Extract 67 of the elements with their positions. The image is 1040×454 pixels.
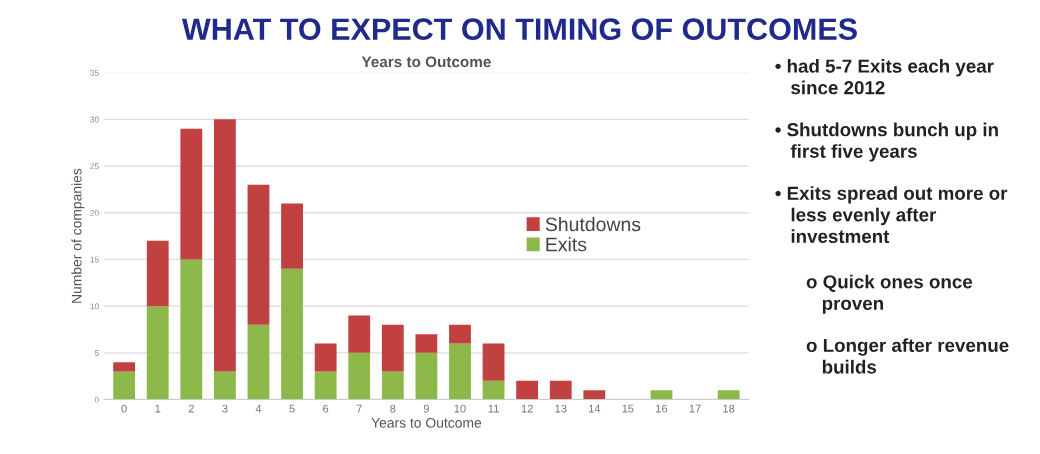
bar	[583, 390, 606, 400]
x-tick-label: 18	[723, 404, 735, 413]
bar	[314, 343, 337, 372]
legend-label: Exits	[546, 237, 587, 252]
bar	[717, 390, 740, 400]
x-tick-label: 3	[222, 404, 228, 413]
text: • had 5-7 Exits each year since 2012	[775, 59, 994, 95]
bar	[650, 390, 673, 400]
bar	[180, 259, 203, 400]
bar	[381, 371, 404, 400]
text: o Quick ones once proven	[806, 274, 973, 314]
bar	[449, 343, 471, 400]
x-tick-label: 7	[356, 404, 362, 413]
bar	[482, 343, 505, 381]
x-tick-label: 10	[454, 404, 466, 413]
x-tick-label: 1	[155, 404, 161, 413]
text: o Longer after revenue builds	[806, 338, 1009, 374]
bar	[314, 371, 337, 400]
bar	[482, 380, 505, 400]
x-tick-label: 4	[255, 404, 262, 413]
y-axis-title: Number of companies	[71, 168, 85, 303]
y-tick-label: 15	[90, 256, 99, 263]
legend-label: Shutdowns	[545, 216, 641, 232]
x-tick-label: 2	[188, 404, 194, 413]
y-tick-label: 30	[90, 116, 99, 123]
x-tick-label: 0	[121, 404, 127, 413]
bar	[146, 240, 169, 307]
chart-title: WHAT TO EXPECT ON TIMING OF OUTCOMES	[181, 18, 857, 40]
y-tick-label: 35	[90, 69, 99, 76]
bar	[113, 371, 136, 400]
bar	[415, 334, 438, 353]
bar	[146, 306, 169, 400]
bar	[281, 203, 303, 269]
x-tick-label: 14	[588, 404, 601, 413]
y-tick-label: 25	[90, 163, 99, 170]
x-tick-label: 12	[521, 404, 533, 413]
x-tick-label: 13	[555, 404, 567, 413]
text: • Shutdowns bunch up in first five years	[775, 122, 998, 162]
y-tick-label: 10	[90, 303, 99, 310]
bar	[549, 380, 572, 400]
bar	[180, 128, 203, 260]
x-tick-label: 8	[390, 404, 396, 413]
chart-subtitle: Years to Outcome	[361, 56, 491, 68]
x-tick-label: 11	[488, 404, 499, 413]
bar	[213, 119, 236, 372]
x-tick-label: 15	[622, 404, 634, 413]
y-tick-label: 20	[90, 209, 99, 216]
x-tick-label: 5	[289, 404, 295, 413]
bar	[247, 324, 270, 400]
y-tick-label: 5	[94, 350, 99, 356]
bar	[381, 324, 404, 372]
bar	[449, 324, 471, 344]
x-axis-title: Years to Outcome	[371, 417, 482, 428]
bar	[113, 362, 136, 372]
x-tick-label: 16	[656, 404, 668, 413]
bar	[516, 380, 539, 400]
bar	[415, 352, 438, 400]
x-tick-label: 17	[689, 404, 701, 413]
bar	[348, 352, 371, 400]
y-tick-label: 0	[94, 396, 99, 403]
bar	[213, 371, 236, 400]
x-tick-label: 9	[423, 404, 429, 413]
x-tick-label: 6	[323, 404, 329, 413]
bar	[247, 184, 270, 325]
text: • Exits spread out more or less evenly after investment	[775, 186, 1008, 244]
bar	[348, 315, 371, 353]
bar	[281, 268, 303, 400]
